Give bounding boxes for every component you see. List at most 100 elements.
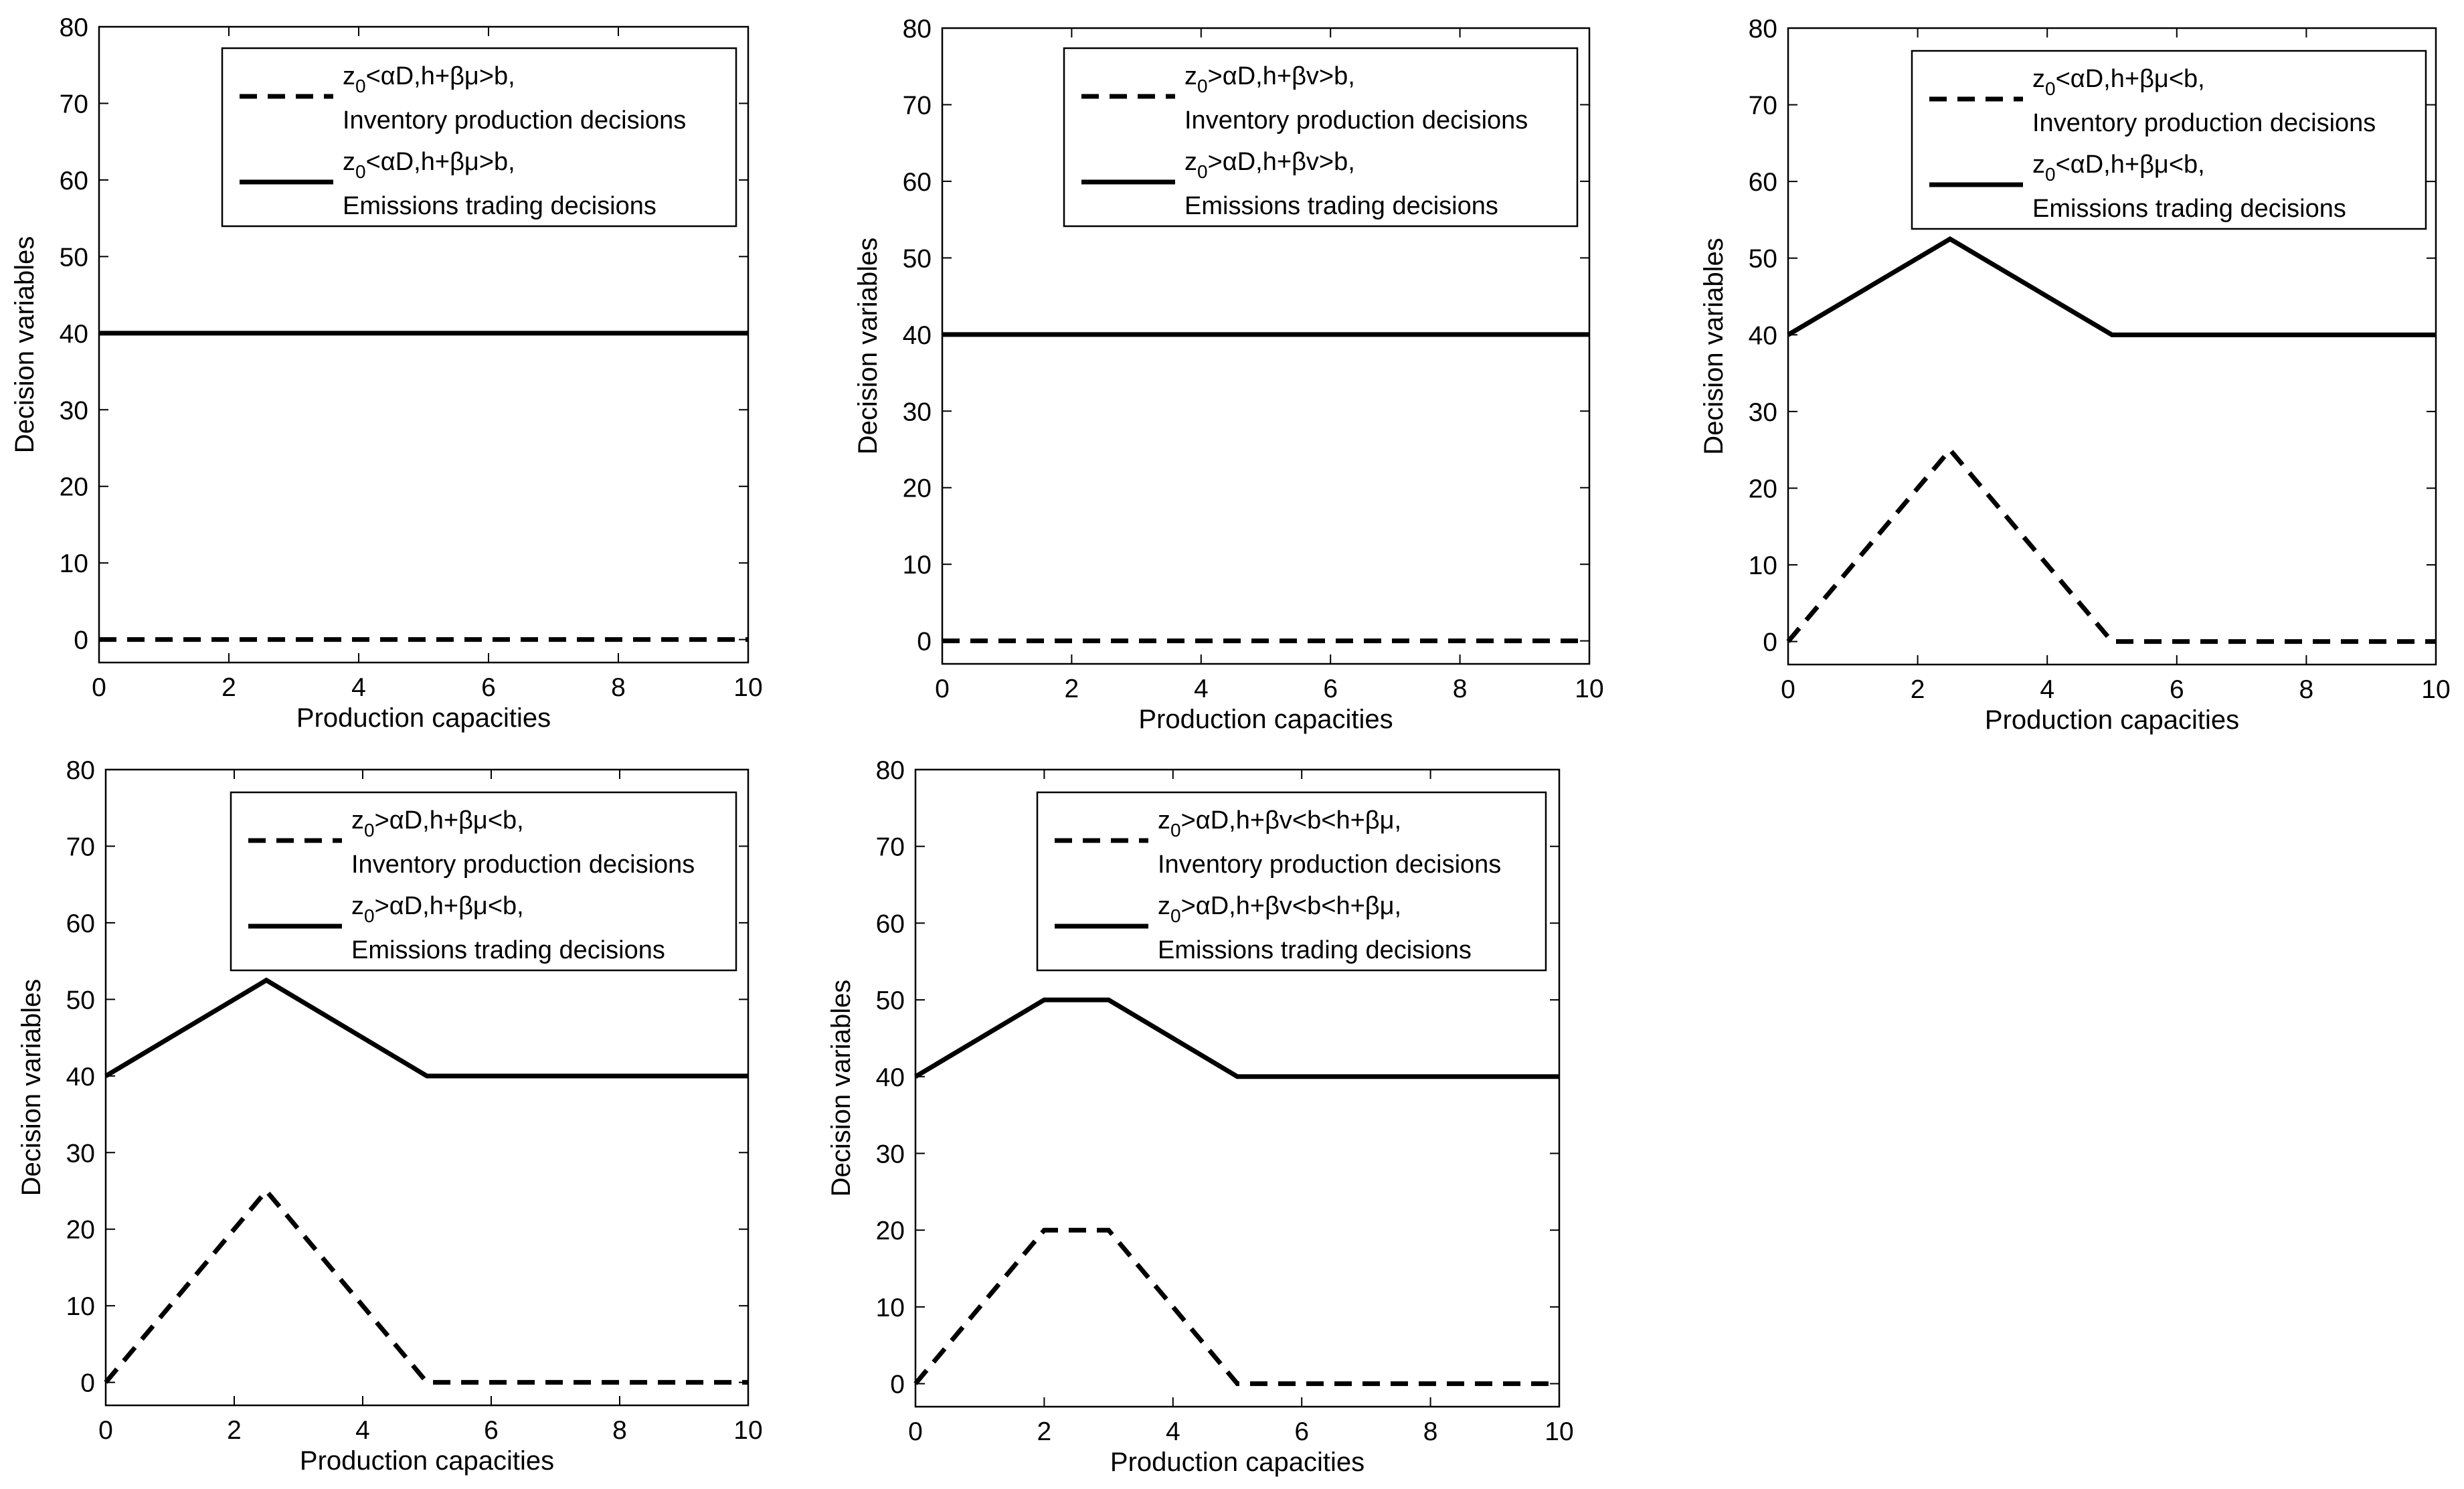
x-tick-label: 8 [2299,675,2314,704]
legend-condition-var: z [1184,62,1197,90]
y-tick-label: 0 [74,626,88,655]
legend-condition: z0<αD,h+βμ<b, [2032,65,2205,99]
y-tick-label: 20 [1749,474,1777,503]
legend: z0>αD,h+βv>b, Inventory production decisi… [1063,47,1579,228]
legend-condition-subscript: 0 [364,820,375,841]
y-tick-label: 50 [1749,245,1777,274]
legend-condition-text: <αD,h+βμ>b, [366,62,515,90]
y-tick-label: 40 [1749,321,1777,350]
inventory-production-line [1786,446,2436,644]
plot-area-frame [104,768,750,1407]
x-tick-label: 4 [1194,675,1209,703]
x-axis-label: Production capacities [1138,705,1393,734]
emissions-trading-line [914,997,1559,1079]
legend-condition: z0>αD,h+βv>b, [1184,62,1355,96]
y-tick-label: 30 [60,396,88,425]
legend-label: Inventory production decisions [1158,851,1501,879]
legend-condition-subscript: 0 [355,161,366,182]
legend-condition-var: z [1158,892,1170,920]
inventory-production-line [104,1187,748,1385]
legend-condition-subscript: 0 [1170,905,1181,926]
y-tick-label: 10 [903,551,932,580]
y-tick-label: 20 [903,474,932,503]
legend-label: Inventory production decisions [1184,106,1528,135]
x-tick-label: 10 [2421,675,2450,704]
y-tick-label: 10 [60,549,88,578]
legend-condition-var: z [343,62,355,90]
legend-condition: z0>αD,h+βμ<b, [351,806,524,841]
y-tick-label: 60 [66,909,95,938]
chart-panel-1: 0 2 4 6 8 10 0 10 20 30 40 50 60 70 80 Production capac… [10,13,763,733]
legend-condition-var: z [343,148,355,176]
legend-condition: z0>αD,h+βμ<b, [351,892,524,926]
x-axis-label: Production capacities [300,1446,554,1476]
y-tick-label: 0 [1763,628,1777,657]
y-tick-label: 30 [876,1140,905,1168]
legend-box [221,47,737,228]
legend-condition-text: >αD,h+βμ<b, [375,806,524,835]
legend-condition-subscript: 0 [1197,76,1208,96]
y-tick-label: 60 [1749,168,1777,197]
legend-condition-var: z [1184,148,1197,176]
plot-area-frame [1787,27,2437,666]
chart-panel-5: 0 2 4 6 8 10 0 10 20 30 40 50 60 70 80 Production capac… [826,756,1574,1477]
y-tick-label: 10 [876,1294,905,1322]
legend-condition: z0>αD,h+βv<b<h+βμ, [1158,892,1401,926]
y-axis-label: Decision variables [853,238,883,455]
emissions-trading-line [1787,236,2436,337]
y-tick-label: 30 [66,1139,95,1168]
x-tick-label: 2 [1911,675,1925,704]
y-tick-label: 50 [903,244,932,273]
legend-condition-var: z [351,806,364,835]
x-tick-label: 2 [222,673,236,702]
x-tick-label: 0 [908,1417,923,1446]
y-axis-label: Decision variables [10,236,39,454]
y-tick-label: 30 [903,398,932,426]
legend-condition-var: z [1158,806,1170,835]
y-tick-label: 30 [1749,398,1777,427]
legend-condition-var: z [2032,65,2045,93]
y-tick-label: 20 [60,473,88,502]
legend-box [1911,50,2427,230]
x-axis-label: Production capacities [1985,705,2239,735]
y-tick-label: 50 [60,243,88,272]
plot-area-frame [914,768,1561,1408]
y-tick-label: 20 [66,1216,95,1245]
y-tick-label: 10 [1749,551,1777,580]
x-tick-label: 0 [98,1416,113,1445]
legend-condition-text: >αD,h+βv<b<h+βμ, [1181,806,1402,835]
legend-condition-subscript: 0 [364,905,375,926]
legend-box [1063,47,1579,228]
legend-condition-var: z [2032,151,2045,179]
x-tick-label: 2 [227,1416,242,1445]
y-tick-label: 20 [876,1217,905,1245]
legend-condition-text: <αD,h+βμ<b, [2056,65,2205,93]
x-tick-label: 0 [1781,675,1795,704]
y-tick-label: 70 [903,91,932,120]
x-tick-label: 0 [935,675,950,703]
legend-condition-text: <αD,h+βμ<b, [2056,151,2205,179]
y-tick-label: 50 [876,986,905,1015]
legend-condition-subscript: 0 [2045,164,2056,185]
y-tick-label: 0 [917,628,932,656]
y-tick-label: 0 [890,1371,905,1399]
legend-label: Emissions trading decisions [351,936,665,964]
y-axis-label: Decision variables [17,979,46,1197]
x-tick-label: 8 [611,673,626,702]
legend-condition: z0<αD,h+βμ>b, [343,62,515,96]
y-tick-label: 60 [903,168,932,197]
x-tick-label: 2 [1065,675,1079,703]
x-tick-label: 4 [2040,675,2054,704]
legend: z0<αD,h+βμ>b,Inventory production decisi… [221,47,737,228]
chart-panel-4: 0 2 4 6 8 10 0 10 20 30 40 50 60 70 80 Production capac… [17,756,763,1476]
x-tick-label: 6 [2170,675,2184,704]
x-tick-label: 10 [733,1416,762,1445]
legend-label: Emissions trading decisions [2032,195,2346,223]
legend-label: Emissions trading decisions [343,192,656,220]
y-tick-label: 40 [876,1063,905,1092]
y-tick-label: 0 [80,1369,95,1398]
y-tick-label: 70 [66,833,95,861]
x-tick-label: 10 [1545,1417,1573,1446]
x-tick-label: 4 [1166,1417,1180,1446]
